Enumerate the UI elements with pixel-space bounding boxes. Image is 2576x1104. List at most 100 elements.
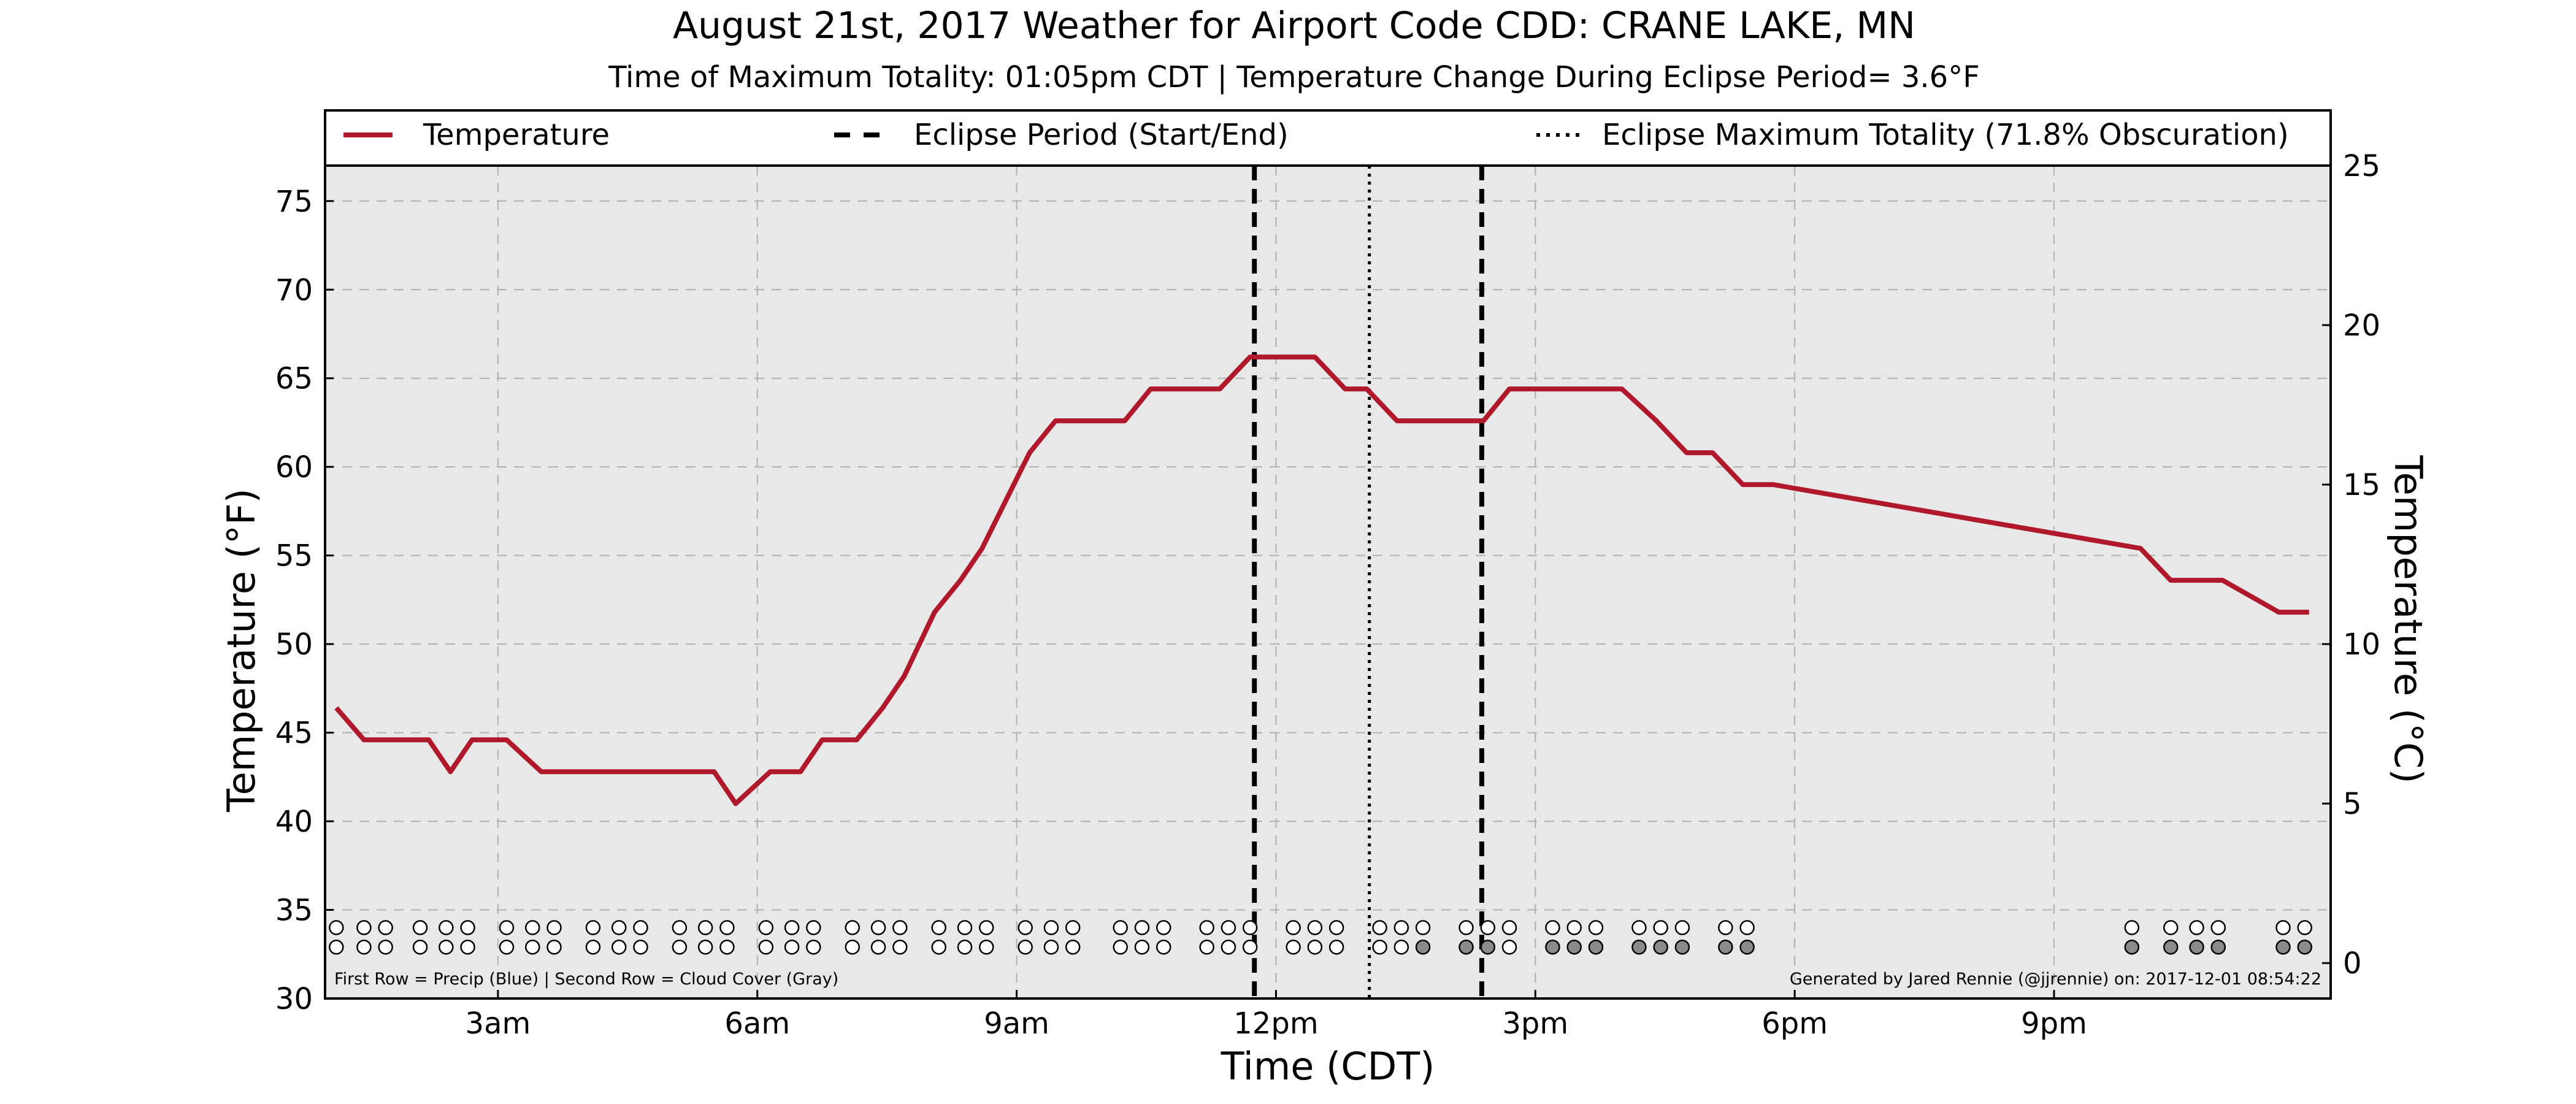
precip-dot [1286, 920, 1301, 935]
x-tick-label: 6am [724, 1006, 790, 1041]
cloud-cover-dot [845, 939, 861, 955]
chart-subtitle: Time of Maximum Totality: 01:05pm CDT | … [608, 60, 1980, 94]
cloud-cover-dot [2210, 939, 2226, 955]
y-tick-label: 65 [275, 362, 313, 396]
y-axis-label: Temperature (°F) [219, 488, 264, 812]
cloud-cover-dot [1415, 939, 1431, 955]
cloud-cover-dot [1674, 939, 1690, 955]
legend: Temperature Eclipse Period (Start/End) E… [343, 118, 2289, 152]
precip-dot [2163, 920, 2179, 935]
cloud-cover-dot [1588, 939, 1604, 955]
precip-dot [1459, 920, 1474, 935]
x-axis-label: Time (CDT) [1221, 1044, 1435, 1089]
precip-dot [719, 920, 735, 935]
cloud-cover-dot [758, 939, 774, 955]
cloud-cover-dot [979, 939, 994, 955]
x-tick-label: 9pm [2021, 1006, 2087, 1041]
cloud-cover-dot [1739, 939, 1755, 955]
precip-dot [1156, 920, 1171, 935]
precip-dot [546, 920, 562, 935]
cloud-cover-dot [719, 939, 735, 955]
precip-dot [1545, 920, 1560, 935]
precip-dot [460, 920, 475, 935]
cloud-cover-dot [633, 939, 648, 955]
precip-dot [2210, 920, 2226, 935]
cloud-cover-dot [1501, 939, 1517, 955]
cloud-cover-dot [1307, 939, 1323, 955]
precip-dot [1566, 920, 1582, 935]
precip-dot [957, 920, 973, 935]
precip-dot [499, 920, 515, 935]
cloud-cover-dot [784, 939, 800, 955]
precip-dot [697, 920, 713, 935]
precip-dot [1113, 920, 1128, 935]
cloud-cover-dot [1113, 939, 1128, 955]
cloud-cover-dot [931, 939, 946, 955]
cloud-cover-dot [1545, 939, 1560, 955]
precip-dot [439, 920, 454, 935]
cloud-cover-dot [1286, 939, 1301, 955]
cloud-cover-dot [2163, 939, 2179, 955]
cloud-cover-dot [412, 939, 428, 955]
y-tick-label: 50 [275, 627, 313, 662]
precip-dot [2297, 920, 2312, 935]
precip-dot [979, 920, 994, 935]
cloud-cover-dot [1043, 939, 1059, 955]
cloud-cover-dot [892, 939, 908, 955]
y-tick-label: 30 [275, 982, 313, 1016]
precip-dot [806, 920, 821, 935]
y-right-tick-label: 25 [2343, 149, 2380, 183]
y-tick-label: 60 [275, 450, 313, 485]
cloud-cover-dot [460, 939, 475, 955]
legend-box [324, 109, 2332, 167]
cloud-cover-dot [585, 939, 601, 955]
cloud-cover-dot [378, 939, 393, 955]
precip-dot [845, 920, 861, 935]
cloud-cover-dot [1018, 939, 1033, 955]
chart-title: August 21st, 2017 Weather for Airport Co… [673, 4, 1915, 47]
cloud-cover-dot [1199, 939, 1214, 955]
cloud-cover-dot [329, 939, 344, 955]
x-tick-label: 3am [466, 1006, 531, 1041]
y-right-tick-label: 0 [2343, 946, 2362, 981]
cloud-cover-dot [1718, 939, 1733, 955]
precip-dot [329, 920, 344, 935]
precip-dot [784, 920, 800, 935]
legend-eclipse-max-label: Eclipse Maximum Totality (71.8% Obscurat… [1602, 118, 2289, 152]
precip-dot [1307, 920, 1323, 935]
x-tick-label: 6pm [1761, 1006, 1828, 1041]
precip-dot [1588, 920, 1604, 935]
precip-dot [870, 920, 886, 935]
precip-dot [1674, 920, 1690, 935]
cloud-cover-dot [870, 939, 886, 955]
precip-dot [892, 920, 908, 935]
precip-dot [2189, 920, 2204, 935]
cloud-cover-dot [957, 939, 973, 955]
legend-temperature-label: Temperature [423, 118, 610, 152]
cloud-cover-dot [1393, 939, 1409, 955]
cloud-cover-dot [499, 939, 515, 955]
x-tick-label: 12pm [1233, 1006, 1318, 1041]
cloud-cover-dot [1480, 939, 1496, 955]
y-tick-label: 40 [275, 805, 313, 839]
cloud-cover-dot [697, 939, 713, 955]
precip-dot [1043, 920, 1059, 935]
y-right-tick-label: 20 [2343, 309, 2380, 343]
precip-dot [1328, 920, 1344, 935]
precip-dot [1065, 920, 1081, 935]
cloud-cover-dot [1459, 939, 1474, 955]
precip-dot [1501, 920, 1517, 935]
precip-dot [412, 920, 428, 935]
precip-dot [1199, 920, 1214, 935]
cloud-cover-dot [1134, 939, 1150, 955]
y-right-tick-label: 10 [2343, 627, 2380, 662]
y-axis-label-right: Temperature (°C) [2386, 454, 2431, 783]
cloud-cover-dot [1242, 939, 1258, 955]
cloud-cover-dot [356, 939, 372, 955]
precip-dot [672, 920, 688, 935]
cloud-cover-dot [1221, 939, 1236, 955]
precip-dot [633, 920, 648, 935]
x-tick-label: 3pm [1502, 1006, 1568, 1041]
precip-dot [1242, 920, 1258, 935]
